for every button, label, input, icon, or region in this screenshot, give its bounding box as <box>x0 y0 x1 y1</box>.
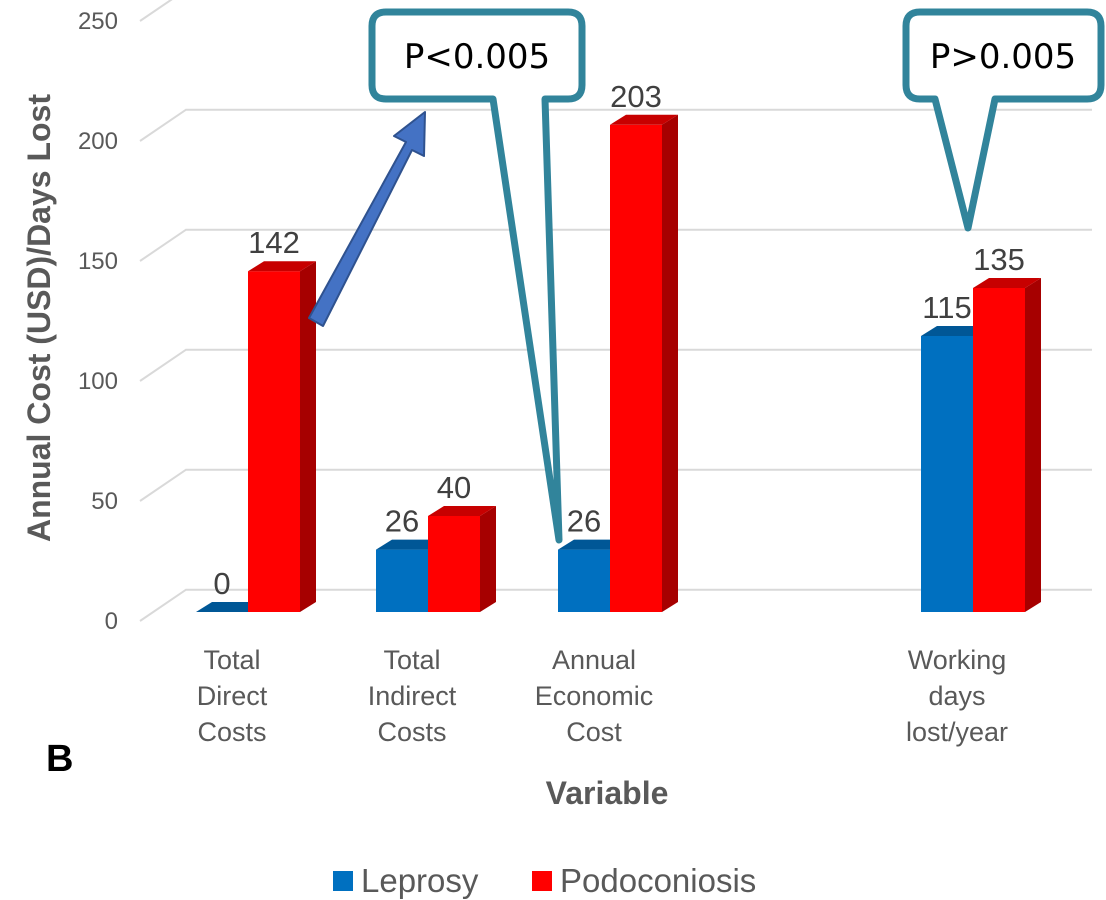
callout-label: P>0.005 <box>930 37 1076 77</box>
x-axis-categories: Total Direct Costs Total Indirect Costs Annual… <box>197 645 1008 747</box>
y-tick-label: 150 <box>78 248 118 275</box>
bar-podoconiosis-1 <box>248 261 316 612</box>
callout-label: P<0.005 <box>404 37 550 77</box>
bar-podoconiosis-4 <box>973 278 1041 612</box>
callout-bubble-shape <box>902 8 1105 232</box>
gridline <box>139 588 1092 622</box>
x-category-label: Total Indirect Costs <box>368 645 457 747</box>
y-axis-ticks: 0 50 100 150 200 250 <box>78 8 118 635</box>
gridline <box>139 468 1092 502</box>
y-tick-label: 100 <box>78 368 118 395</box>
gridline <box>139 348 1092 382</box>
gridline <box>139 108 1092 142</box>
blue-arrow-icon <box>308 111 426 327</box>
legend: Leprosy Podoconiosis <box>333 862 756 899</box>
callout-p-greater: P>0.005 <box>902 8 1105 232</box>
bar-leprosy-1 <box>196 602 264 612</box>
legend-swatch-podoconiosis <box>532 871 552 891</box>
x-category-label: Working days lost/year <box>906 645 1008 747</box>
x-category-label: Total Direct Costs <box>197 645 268 747</box>
bar-podoconiosis-2 <box>428 506 496 612</box>
data-label-leprosy-1: 0 <box>213 566 230 601</box>
callout-bubble-shape <box>368 8 586 544</box>
bars <box>196 114 1041 613</box>
gridlines <box>139 0 1092 622</box>
y-tick-label: 250 <box>78 8 118 35</box>
data-label-leprosy-2: 26 <box>385 504 419 539</box>
legend-swatch-leprosy <box>333 871 353 891</box>
x-category-label: Annual Economic Cost <box>535 645 654 747</box>
legend-label-podoconiosis: Podoconiosis <box>560 862 756 899</box>
callout-p-less: P<0.005 <box>368 8 586 544</box>
legend-label-leprosy: Leprosy <box>361 862 479 899</box>
y-tick-label: 50 <box>91 488 118 515</box>
data-label-podoconiosis-3: 203 <box>610 79 662 114</box>
arrow-annotation <box>308 111 426 327</box>
panel-label: B <box>46 738 73 780</box>
data-label-leprosy-4: 115 <box>922 290 971 325</box>
data-label-podoconiosis-4: 135 <box>973 242 1025 277</box>
data-label-podoconiosis-2: 40 <box>437 470 471 505</box>
bar-podoconiosis-3 <box>610 114 678 613</box>
data-labels: 0 26 26 115 142 40 203 135 <box>213 79 1024 601</box>
y-axis-title: Annual Cost (USD)/Days Lost <box>21 94 57 542</box>
x-axis-title: Variable <box>546 775 669 811</box>
y-tick-label: 0 <box>105 608 118 635</box>
data-label-leprosy-3: 26 <box>567 504 601 539</box>
gridline <box>139 228 1092 262</box>
gridline <box>139 0 173 22</box>
y-tick-label: 200 <box>78 128 118 155</box>
data-label-podoconiosis-1: 142 <box>248 225 300 260</box>
